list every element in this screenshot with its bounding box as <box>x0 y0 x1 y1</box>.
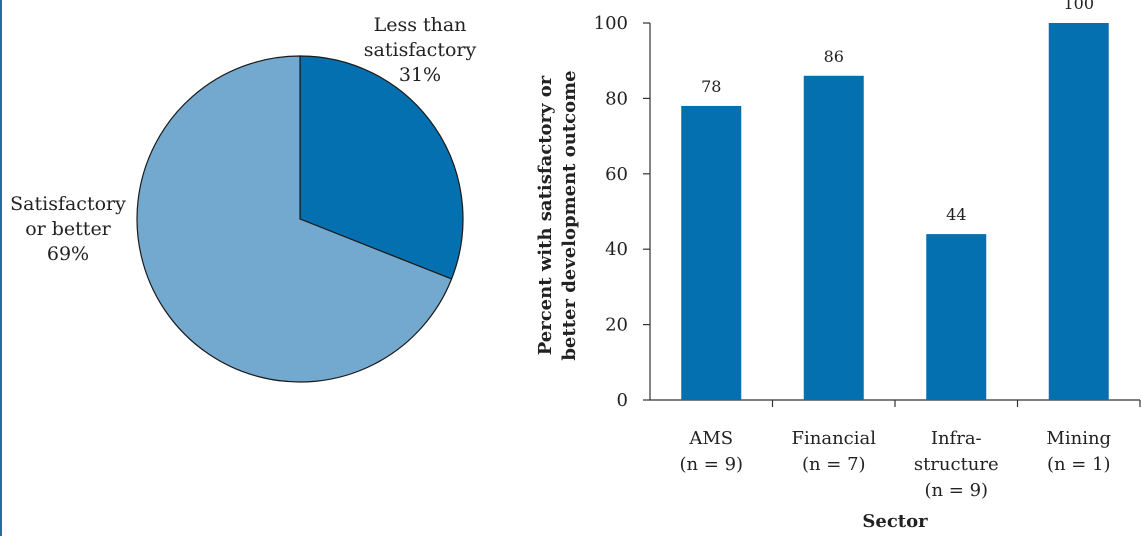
bar-data-label: 100 <box>1063 0 1094 13</box>
y-axis-label: better development outcome <box>559 70 580 360</box>
bar <box>1048 23 1109 400</box>
x-category-label: (n = 9) <box>924 480 988 501</box>
bar <box>803 75 864 400</box>
x-axis-label: Sector <box>862 511 928 532</box>
pie-label-less-than-satisfactory: 31% <box>399 64 441 86</box>
y-tick-label: 100 <box>594 13 628 34</box>
x-category-label: Financial <box>792 428 877 449</box>
x-category-label: (n = 7) <box>802 454 866 475</box>
x-category-label: Infra- <box>931 428 982 449</box>
pie-label-satisfactory-or-better: 69% <box>47 243 89 265</box>
y-tick-label: 0 <box>617 390 628 411</box>
y-axis-label: Percent with satisfactory or <box>535 75 556 355</box>
frame-left-border <box>0 0 2 536</box>
pie-label-less-than-satisfactory: satisfactory <box>364 39 477 61</box>
pie-chart: Less than satisfactory 31% Satisfactory or b… <box>10 14 477 383</box>
x-category-label: (n = 9) <box>679 454 743 475</box>
bar-chart: 0 20 40 60 80 100 78 AMS (n = 9) 86 Financial (n = … <box>535 0 1141 532</box>
y-tick-label: 80 <box>605 88 628 109</box>
bar-data-label: 86 <box>824 47 844 66</box>
pie-label-less-than-satisfactory: Less than <box>374 14 467 36</box>
bar <box>681 105 742 400</box>
pie-label-satisfactory-or-better: Satisfactory <box>10 193 126 215</box>
bar-data-label: 78 <box>701 77 721 96</box>
bar-data-label: 44 <box>946 205 966 224</box>
pie-slice-satisfactory-or-better <box>136 55 453 383</box>
x-category-label: Mining <box>1046 428 1111 449</box>
y-tick-label: 40 <box>605 239 628 260</box>
x-category-label: structure <box>914 454 999 475</box>
bar <box>926 234 987 400</box>
y-tick-label: 60 <box>605 164 628 185</box>
x-category-label: AMS <box>688 428 733 449</box>
pie-slice-less-than-satisfactory <box>299 55 464 280</box>
x-category-label: (n = 1) <box>1047 454 1111 475</box>
y-tick-label: 20 <box>605 315 628 336</box>
pie-label-satisfactory-or-better: or better <box>25 218 111 240</box>
